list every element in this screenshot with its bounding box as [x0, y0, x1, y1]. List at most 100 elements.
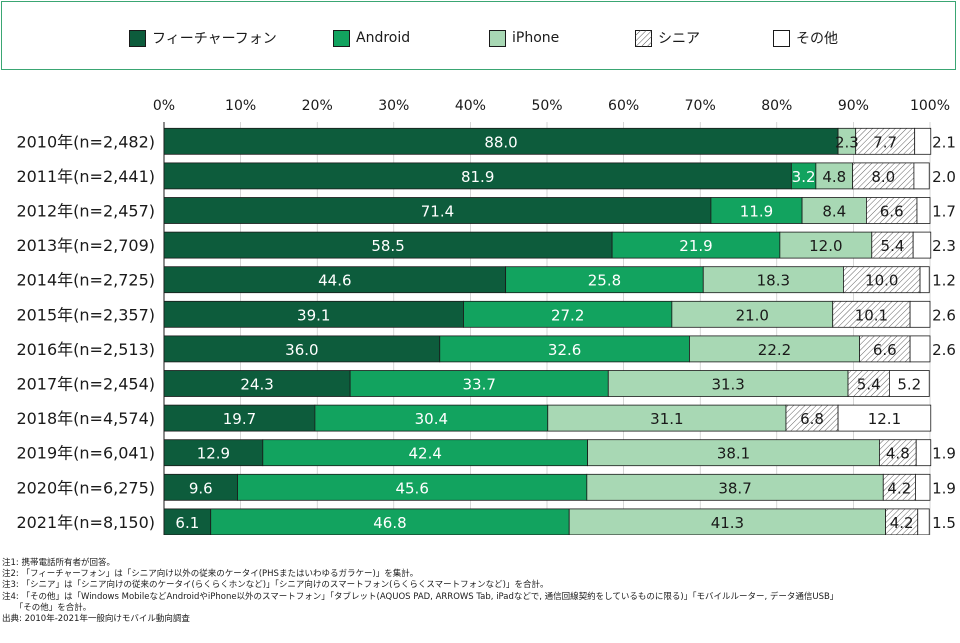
- data-label: 71.4: [421, 203, 454, 221]
- data-label: 27.2: [551, 306, 584, 324]
- legend-item-other: その他: [773, 29, 838, 47]
- bar-segment: [785, 404, 839, 432]
- x-tick-label: 0%: [153, 98, 175, 114]
- bar-segment: [607, 370, 849, 397]
- bar-segment: [314, 404, 549, 432]
- category-label: 2018年(n=4,574): [16, 409, 155, 428]
- bar-segment: [568, 508, 886, 535]
- data-label: 24.3: [240, 376, 273, 394]
- bar-segment: [611, 231, 781, 259]
- bar-segment: [505, 266, 704, 294]
- note-4: 注4: 「その他」は「Windows MobileなどAndroidやiPhon…: [2, 591, 839, 602]
- data-label: 19.7: [223, 410, 256, 428]
- bar-segment: [702, 266, 844, 294]
- bar-segment: [790, 162, 817, 190]
- bar-segment: [915, 473, 931, 501]
- note-1: 注1: 携帯電話所有者が回答。: [2, 558, 115, 568]
- bar-segment: [866, 197, 918, 224]
- category-label: 2010年(n=2,482): [16, 132, 155, 151]
- data-label: 25.8: [588, 272, 621, 290]
- note-3: 注3: 「シニア」は「シニア向けの従来のケータイ(らくらくホンなど)」「シニア向…: [2, 580, 549, 591]
- bar-segment: [779, 231, 873, 259]
- data-label: 21.0: [736, 306, 769, 324]
- data-label: 58.5: [371, 237, 404, 255]
- data-label: 1.2: [932, 272, 956, 290]
- data-label: 5.4: [881, 237, 905, 255]
- bar-segment: [237, 473, 588, 501]
- category-label: 2011年(n=2,441): [16, 167, 155, 186]
- x-tick-label: 60%: [608, 98, 639, 114]
- bar-segment: [879, 439, 917, 467]
- bar-segment: [163, 300, 464, 328]
- bar-segment: [885, 508, 919, 535]
- data-label: 36.0: [285, 341, 318, 359]
- data-label: 22.2: [758, 341, 791, 359]
- x-tick-label: 80%: [761, 98, 792, 114]
- legend-label: その他: [796, 31, 838, 47]
- x-tick-label: 90%: [838, 98, 869, 114]
- data-label: 6.8: [800, 410, 824, 428]
- data-label: 12.0: [809, 237, 842, 255]
- data-label: 6.6: [873, 341, 897, 359]
- bar-segment: [463, 300, 673, 328]
- data-label: 12.9: [197, 445, 230, 463]
- category-label: 2016年(n=2,513): [16, 340, 155, 359]
- data-label: 6.1: [175, 514, 199, 532]
- legend-label: フィーチャーフォン: [152, 31, 277, 47]
- bar-segment: [671, 300, 834, 328]
- data-label: 2.0: [932, 168, 956, 186]
- bar-segment: [909, 335, 931, 363]
- data-label: 2.1: [932, 133, 956, 151]
- x-tick-label: 20%: [302, 98, 333, 114]
- x-tick-label: 50%: [531, 98, 562, 114]
- x-tick-label: 100%: [910, 98, 950, 114]
- bar-segment: [916, 197, 931, 224]
- bar-segment: [689, 335, 860, 363]
- data-label: 4.2: [890, 514, 914, 532]
- category-label: 2019年(n=6,041): [16, 444, 155, 463]
- bar-segment: [919, 266, 930, 294]
- legend-swatch-android: [333, 29, 350, 47]
- x-tick-label: 70%: [685, 98, 716, 114]
- bar-segment: [915, 439, 932, 467]
- bar-segment: [859, 335, 911, 363]
- bar-segment: [837, 404, 932, 432]
- legend-item-android: Android: [333, 29, 410, 47]
- data-label: 1.5: [932, 514, 956, 532]
- bar-segment: [913, 162, 930, 190]
- bar-segment: [163, 473, 238, 501]
- bar-segment: [439, 335, 690, 363]
- legend-item-senior: シニア: [635, 29, 700, 47]
- bar-segment: [917, 508, 930, 535]
- source-note: 出典: 2010年-2021年一般向けモバイル動向調査: [2, 614, 190, 625]
- data-label: 30.4: [415, 410, 448, 428]
- data-label: 88.0: [484, 133, 517, 151]
- data-label: 41.3: [711, 514, 744, 532]
- category-label: 2020年(n=6,275): [16, 478, 155, 497]
- bar-segment: [163, 404, 316, 432]
- data-label: 1.9: [932, 445, 956, 463]
- category-label: 2013年(n=2,709): [16, 236, 155, 255]
- note-2: 注2: 「フィーチャーフォン」は「シニア向け以外の従来のケータイ(PHSまたはい…: [2, 569, 419, 580]
- data-label: 44.6: [318, 272, 351, 290]
- data-label: 2.3: [835, 133, 859, 151]
- legend-item-feature-phone: フィーチャーフォン: [129, 29, 277, 47]
- legend-swatch-other: [773, 29, 790, 47]
- bar-segment: [163, 127, 839, 155]
- bar-segment: [262, 439, 588, 467]
- stacked-bar-chart: 0% 10% 20% 30% 40% 50% 60% 70% 80% 90% 100% 2010年(…: [16, 98, 956, 535]
- data-label: 12.1: [868, 410, 901, 428]
- legend-label: シニア: [658, 31, 700, 47]
- data-label: 31.3: [711, 376, 744, 394]
- legend-swatch-feature-phone: [129, 29, 146, 47]
- data-label: 2.3: [932, 237, 956, 255]
- data-label: 4.8: [886, 445, 910, 463]
- data-label: 5.2: [897, 376, 921, 394]
- category-label: 2014年(n=2,725): [16, 271, 155, 290]
- data-label: 7.7: [873, 133, 897, 151]
- bar-segment: [163, 162, 792, 190]
- data-label: 4.8: [822, 168, 846, 186]
- data-label: 3.2: [792, 168, 816, 186]
- bar-segment: [710, 197, 803, 224]
- data-label: 21.9: [679, 237, 712, 255]
